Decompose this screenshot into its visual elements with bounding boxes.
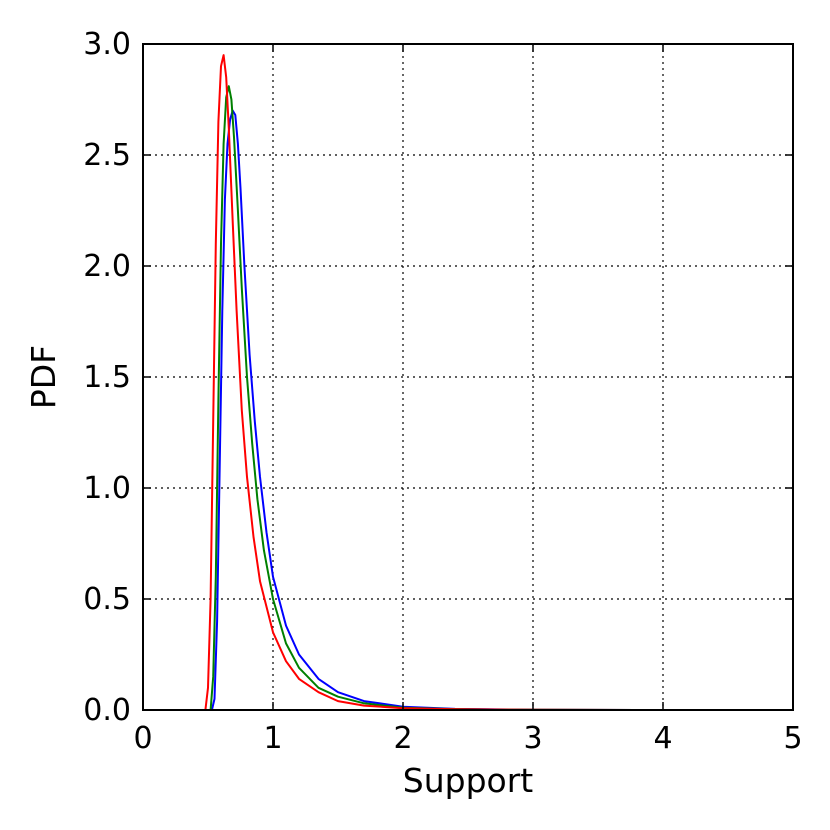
y-tick-label: 3.0 [83,27,131,62]
series-line-1 [207,109,794,711]
ticks: 0 1 2 3 4 5 0.0 0.5 1.0 1.5 2.0 2.5 3.0 [83,27,802,756]
x-tick-label: 2 [393,721,412,756]
y-tick-label: 1.0 [83,471,131,506]
y-tick-label: 2.0 [83,249,131,284]
x-tick-label: 1 [263,721,282,756]
y-tick-label: 2.5 [83,138,131,173]
x-axis-label: Support [403,761,534,800]
x-tick-label: 0 [133,721,152,756]
series-line-2 [207,85,794,711]
y-tick-label: 0.5 [83,582,131,617]
x-tick-label: 3 [523,721,542,756]
x-tick-label: 5 [783,721,802,756]
y-tick-label: 1.5 [83,360,131,395]
y-axis-label: PDF [24,345,63,409]
series-line-3 [200,54,794,711]
y-tick-label: 0.0 [83,693,131,728]
series-layer [200,54,794,711]
x-tick-label: 4 [653,721,672,756]
